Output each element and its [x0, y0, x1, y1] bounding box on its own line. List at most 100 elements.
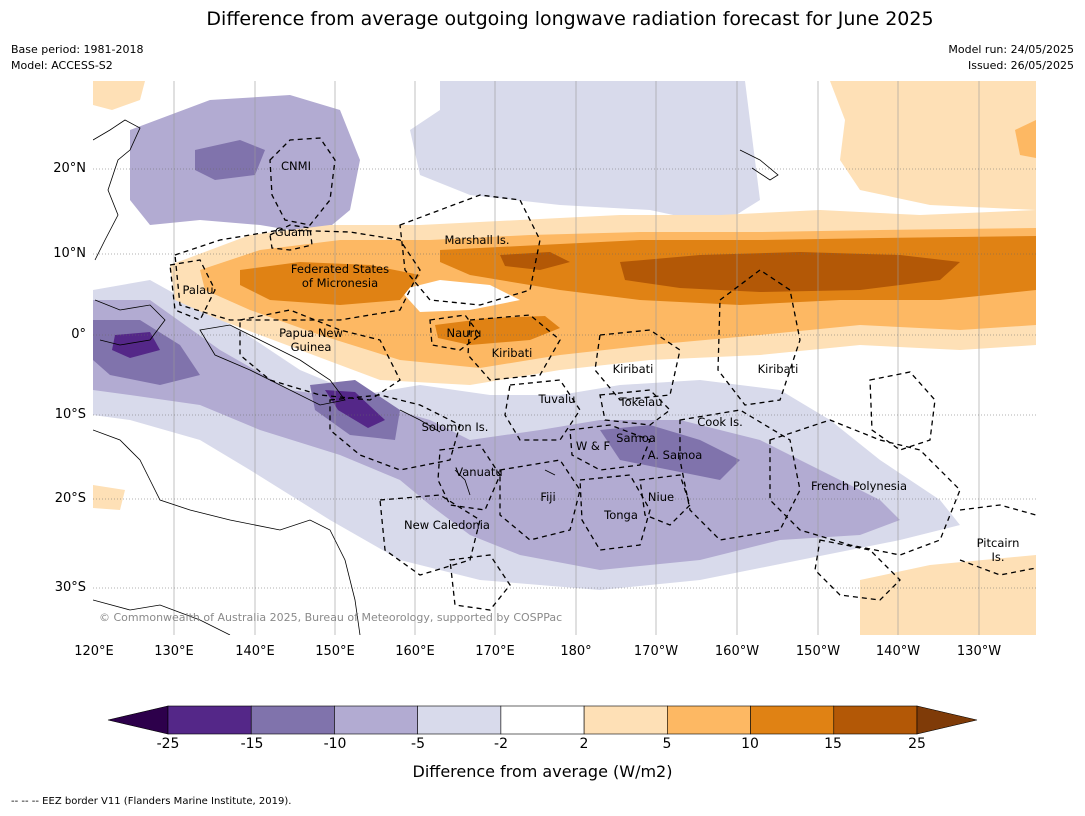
lat-tick: 30°S [54, 580, 86, 595]
eez-cnmi [269, 137, 336, 226]
model-text: Model: ACCESS-S2 [11, 59, 113, 72]
lat-tick: 20°N [53, 161, 86, 176]
label-palau: Palau [183, 283, 214, 297]
chart-title: Difference from average outgoing longwav… [206, 8, 934, 30]
lon-tick: 160°W [714, 644, 760, 659]
base-period-text: Base period: 1981-2018 [11, 43, 144, 56]
lon-tick: 170°W [633, 644, 679, 659]
colorbar-segment [500, 705, 585, 735]
field-brown-band [620, 252, 960, 292]
field-purple-maritime [93, 300, 900, 570]
eez-new-caledonia [379, 494, 481, 576]
colorbar-tick: -2 [494, 736, 508, 752]
eez-pitcairn-2 [959, 559, 1036, 576]
coastlines [93, 119, 779, 635]
colorbar-tick: 5 [662, 736, 672, 752]
meta-right: Model run: 24/05/2025 Issued: 26/05/2025 [948, 42, 1074, 74]
label-kiribati-w: Kiribati [492, 346, 533, 360]
model-run-text: Model run: 24/05/2025 [948, 43, 1074, 56]
colorbar-segment [250, 705, 335, 735]
lon-tick: 150°E [315, 644, 355, 659]
label-kiribati-e: Kiribati [758, 362, 799, 376]
field-light-orange-ne [830, 81, 1036, 210]
field-dark-orange-kiribati [435, 316, 560, 345]
colorbar-extend-high [916, 705, 978, 735]
eez-kiribati-e [717, 269, 801, 406]
place-labels: CNMI Guam Marshall Is. Federated States … [183, 159, 1020, 564]
label-tonga: Tonga [603, 508, 638, 522]
field-orange-ne-spot [1015, 120, 1036, 158]
label-marshall: Marshall Is. [444, 233, 509, 247]
colorbar-segment [334, 705, 418, 735]
eez-tonga [579, 474, 651, 551]
label-fsm-1: Federated States [291, 262, 389, 276]
lat-tick: 0° [71, 327, 86, 342]
field-light-purple-north [93, 81, 760, 225]
eez-borders [169, 137, 1036, 611]
eez-pitcairn [959, 504, 1036, 516]
lon-tick: 160°E [395, 644, 435, 659]
colorbar-segment [833, 705, 918, 735]
label-vanuatu: Vanuatu [455, 465, 502, 479]
field-white-gap [400, 280, 520, 312]
colorbar-tick: -5 [411, 736, 425, 752]
label-french-polynesia: French Polynesia [811, 479, 907, 493]
colorbar-label: Difference from average (W/m2) [412, 762, 673, 781]
colorbar-tick: 10 [741, 736, 759, 752]
lon-tick: 180° [560, 644, 592, 659]
label-png-2: Guinea [291, 340, 332, 354]
colorbar-segment [750, 705, 835, 735]
map-latlines [93, 168, 1036, 589]
label-tokelau: Tokelau [619, 395, 663, 409]
lon-tick: 130°E [154, 644, 194, 659]
label-solomon: Solomon Is. [422, 420, 489, 434]
colorbar-segment [583, 705, 668, 735]
field-dark-purple-4 [600, 425, 740, 480]
colorbar-tick: 25 [908, 736, 926, 752]
colorbar-tick: 15 [824, 736, 842, 752]
map-plot: CNMI Guam Marshall Is. Federated States … [93, 81, 1036, 635]
field-dark-orange-band [240, 262, 420, 305]
colorbar-extend-low [107, 705, 169, 735]
lat-tick: 10°S [54, 407, 86, 422]
eez-cook [679, 409, 801, 541]
lon-tick: 140°W [875, 644, 921, 659]
eez-kiribati-w [467, 314, 561, 381]
field-light-orange-australia [93, 485, 125, 510]
colorbar-segment [417, 705, 502, 735]
label-pitcairn-1: Pitcairn [977, 536, 1020, 550]
label-wf: W & F [576, 439, 610, 453]
lat-tick: 10°N [53, 246, 86, 261]
eez-nauru [429, 314, 481, 351]
label-samoa: Samoa [616, 431, 656, 445]
field-dark-purple-1 [195, 140, 265, 180]
eez-fsm [174, 229, 421, 321]
map-gridlines [173, 81, 980, 635]
eez-png [239, 309, 401, 401]
colorbar-tick: -10 [323, 736, 347, 752]
lon-tick: 170°E [475, 644, 515, 659]
colorbar [107, 705, 978, 735]
lon-tick: 120°E [74, 644, 114, 659]
issued-text: Issued: 26/05/2025 [967, 59, 1074, 72]
eez-south [814, 539, 901, 601]
label-guam: Guam [275, 225, 309, 239]
eez-guam [269, 224, 313, 251]
eez-solomon [329, 394, 461, 471]
lat-tick: 20°S [54, 491, 86, 506]
eez-vanuatu [437, 444, 501, 511]
colorbar-tick: -25 [156, 736, 180, 752]
label-nauru: Nauru [447, 326, 482, 340]
colorbar-tick: 2 [579, 736, 589, 752]
eez-clipperton [869, 371, 936, 451]
field-brown-small [500, 252, 570, 270]
lon-tick: 150°W [795, 644, 841, 659]
field-deep-purple-1 [112, 332, 160, 358]
lon-tick: 130°W [956, 644, 1002, 659]
label-niue: Niue [648, 490, 674, 504]
label-asamoa: A. Samoa [648, 448, 703, 462]
field-light-orange-se [860, 555, 1036, 635]
label-fsm-2: of Micronesia [302, 276, 378, 290]
label-cnmi: CNMI [281, 159, 311, 173]
eez-french-polynesia [769, 419, 961, 556]
